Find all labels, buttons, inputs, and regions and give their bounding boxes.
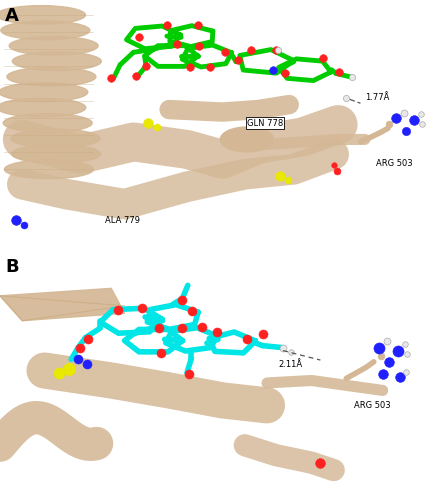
Text: ARG 503: ARG 503 [354,401,390,410]
Ellipse shape [220,127,274,152]
Ellipse shape [4,160,93,178]
Ellipse shape [0,98,86,117]
Text: ALA 779: ALA 779 [105,216,140,225]
Text: A: A [5,8,19,26]
Ellipse shape [3,114,92,132]
Ellipse shape [9,36,98,55]
Ellipse shape [11,129,100,148]
Ellipse shape [12,144,101,163]
Ellipse shape [7,68,96,86]
Text: ARG 503: ARG 503 [376,158,413,168]
Ellipse shape [12,52,101,70]
Text: B: B [5,258,19,276]
Text: GLN 778: GLN 778 [247,118,283,128]
Ellipse shape [0,83,88,102]
Ellipse shape [0,6,85,25]
Ellipse shape [1,21,90,40]
Polygon shape [0,288,125,320]
Text: 2.11Å: 2.11Å [278,360,302,369]
Text: 1.77Å: 1.77Å [365,93,389,102]
